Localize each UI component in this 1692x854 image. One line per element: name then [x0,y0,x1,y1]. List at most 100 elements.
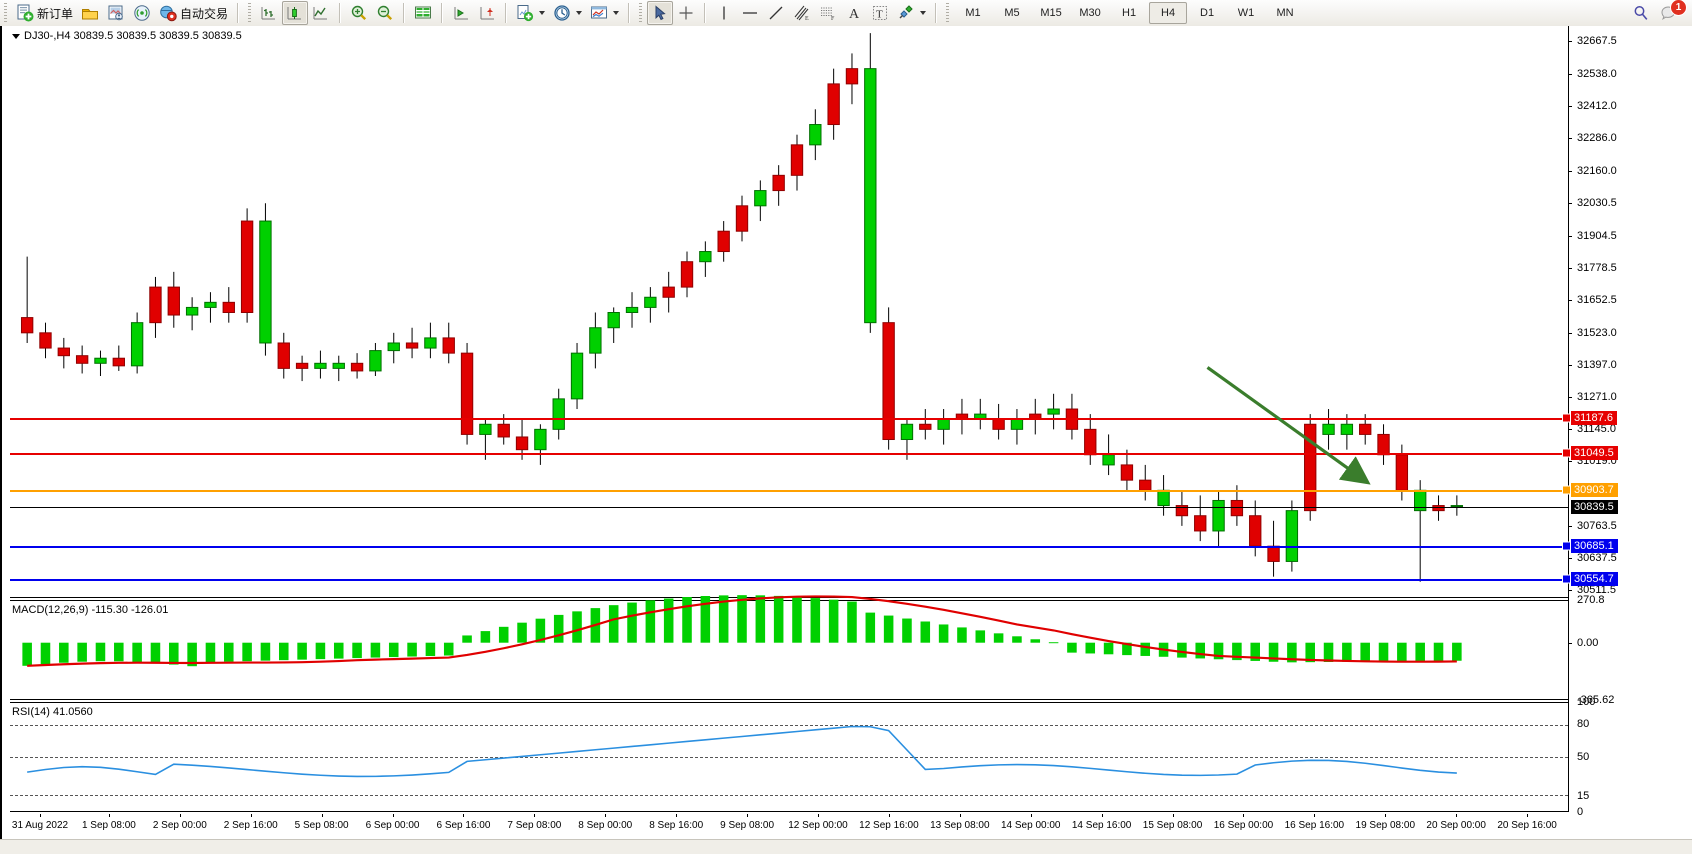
equidistant-channel-button[interactable]: E [789,1,815,25]
toolbar-grip-3[interactable] [637,3,645,23]
period-button[interactable] [549,1,586,25]
candle-body [295,362,309,369]
price-level-line-30839.5[interactable] [10,506,1568,508]
folder-button[interactable] [77,1,103,25]
price-chart-panel[interactable] [10,28,1571,598]
trend-arrow-annotation[interactable] [10,28,1568,597]
price-tag-31049.5[interactable]: 31049.5 [1571,446,1618,461]
timeframe-m30[interactable]: M30 [1079,7,1101,19]
price-tag-30903.7[interactable]: 30903.7 [1571,483,1618,498]
data-window-button[interactable] [410,1,436,25]
price-level-handle[interactable] [1562,413,1571,423]
candle-body [39,332,52,349]
time-tick-label: 6 Sep 16:00 [436,820,491,831]
toolbar-separator-6 [628,3,631,23]
candle-body [1194,515,1207,532]
zoom-out-button[interactable] [372,1,398,25]
price-level-line-30903.7[interactable] [10,490,1568,493]
chevron-down-icon-3[interactable] [613,11,620,15]
macd-histogram-bar [150,642,161,664]
fibonacci-button[interactable]: F [815,1,841,25]
text-button[interactable]: A [841,1,867,25]
price-level-handle[interactable] [1562,574,1571,584]
bar-chart-button[interactable] [256,1,282,25]
profile-button[interactable] [103,1,129,25]
price-level-handle[interactable] [1562,485,1571,495]
line-chart-button[interactable] [308,1,334,25]
chevron-down-icon-4[interactable] [920,11,927,15]
new-order-button[interactable]: 新订单 [12,1,77,25]
price-level-line-30685.1[interactable] [10,545,1568,548]
macd-panel[interactable] [10,595,1568,700]
timeframe-w1[interactable]: W1 [1237,7,1255,19]
scroll-end-button[interactable] [448,1,474,25]
rsi-panel[interactable] [10,702,1568,812]
macd-tick-label: -365.62 [1577,694,1615,706]
search-icon[interactable] [1632,4,1650,22]
price-tag-30554.7[interactable]: 30554.7 [1571,571,1618,586]
notification-button[interactable]: 1 [1660,0,1687,22]
rsi-header: RSI(14) 41.0560 [12,706,93,718]
timeframe-m1[interactable]: M1 [965,7,981,19]
chevron-down-icon-2[interactable] [576,11,583,15]
price-tag-30839.5[interactable]: 30839.5 [1571,499,1618,514]
price-tick [1568,170,1572,172]
candle-body [699,251,712,263]
price-level-line-30554.7[interactable] [10,578,1568,581]
price-level-handle[interactable] [1562,541,1571,551]
horizontal-line-button[interactable] [737,1,763,25]
collapse-triangle-icon[interactable] [12,33,20,39]
chart-symbol-header: DJ30-,H4 30839.5 30839.5 30839.5 30839.5 [12,30,242,42]
macd-histogram-bar [498,626,509,643]
rsi-level-50 [10,757,1568,758]
price-level-line-31187.6[interactable] [10,417,1568,420]
text-label-button[interactable]: T [867,1,893,25]
timeframe-group: M1 M5 M15 M30 H1 H4 D1 W1 MN [954,2,1304,24]
chart-area[interactable]: DJ30-,H4 30839.5 30839.5 30839.5 30839.5… [0,26,1692,854]
cursor-button[interactable] [647,1,674,25]
price-level-line-31049.5[interactable] [10,453,1568,456]
price-level-handle[interactable] [1562,448,1571,458]
macd-histogram-bar [388,642,399,658]
candle-body [1120,464,1134,481]
macd-histogram-bar [663,598,674,643]
chart-shift-button[interactable] [474,1,500,25]
rsi-tick-label: 15 [1577,789,1590,802]
zoom-in-button[interactable] [346,1,372,25]
toolbar-grip-4[interactable] [944,3,952,23]
signals-icon [134,5,150,21]
data-window-icon [415,6,432,19]
candle-body [1322,423,1335,435]
price-tag-31187.6[interactable]: 31187.6 [1571,410,1617,425]
objects-button[interactable] [893,1,930,25]
macd-histogram-bar [1433,642,1444,661]
price-tag-30685.1[interactable]: 30685.1 [1571,538,1618,553]
time-axis[interactable]: 31 Aug 2022 1 Sep 08:00 2 Sep 00:00 2 Sep 1… [10,814,1568,840]
timeframe-h1[interactable]: H1 [1122,7,1137,19]
candle-body [589,327,602,354]
indicators-button[interactable] [512,1,549,25]
trendline-button[interactable] [763,1,789,25]
candle-body [350,362,364,372]
vertical-line-button[interactable] [711,1,737,25]
signals-button[interactable] [129,1,155,25]
timeframe-mn[interactable]: MN [1276,7,1294,19]
chevron-down-icon[interactable] [539,11,546,15]
templates-button[interactable] [586,1,623,25]
toolbar-grip[interactable] [2,3,9,23]
timeframe-h4[interactable]: H4 [1149,2,1188,24]
toolbar-grip-2[interactable] [246,3,254,23]
timeframe-d1[interactable]: D1 [1200,7,1215,19]
timeframe-m15[interactable]: M15 [1040,7,1062,19]
candlestick-button[interactable] [282,1,309,25]
candle-body [1212,499,1225,532]
crosshair-button[interactable] [673,1,699,25]
timeframe-m5[interactable]: M5 [1004,7,1020,19]
price-tick [1568,428,1572,430]
price-tick [1568,460,1572,462]
price-axis[interactable]: 32667.5 32538.0 32412.0 32286.0 32160.0 32030… [1568,26,1692,854]
toolbar-right-group: 1 [1632,0,1692,22]
auto-trading-button[interactable]: 自动交易 [155,1,232,25]
trendline-icon [769,6,783,20]
